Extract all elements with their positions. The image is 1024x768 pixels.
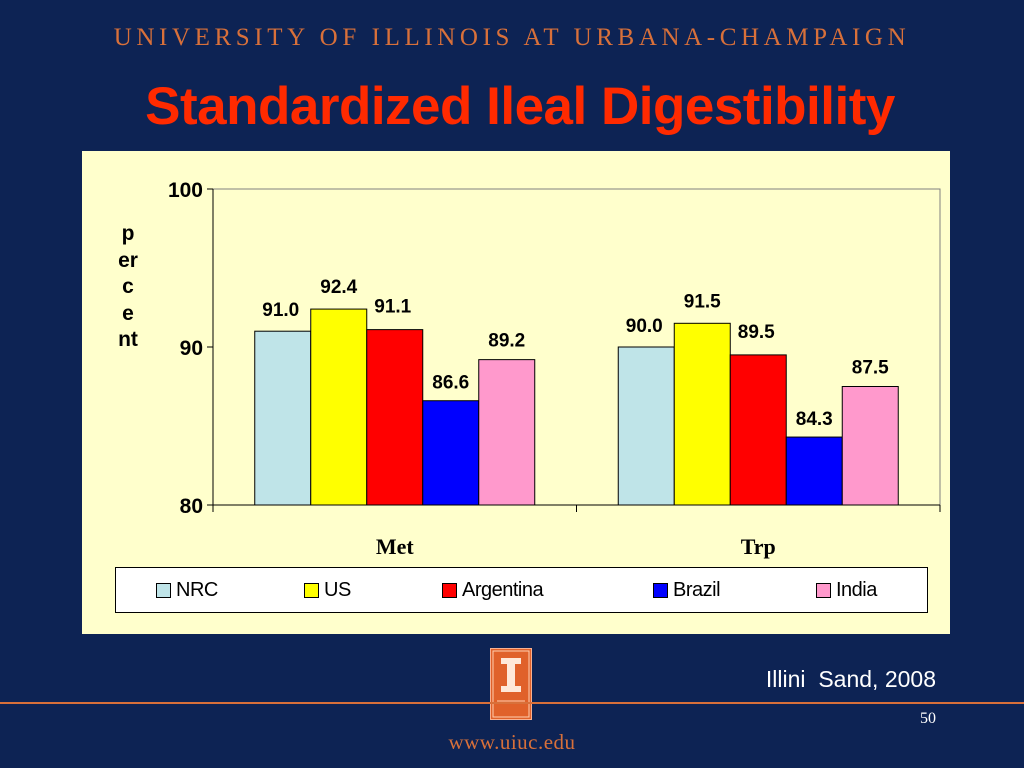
y-tick-label: 80 <box>180 495 203 518</box>
legend-swatch <box>442 582 457 598</box>
legend-label: NRC <box>176 578 218 601</box>
data-label: 91.5 <box>684 291 721 312</box>
y-axis-label: percent <box>118 222 138 351</box>
citation: Illini Sand, 2008 <box>765 666 936 692</box>
data-label: 87.5 <box>852 358 889 379</box>
bar-met-india <box>478 359 536 506</box>
data-label: 90.0 <box>626 316 663 337</box>
data-label: 86.6 <box>432 373 469 394</box>
legend-item-brazil: Brazil <box>653 578 721 601</box>
bar-met-nrc <box>254 330 312 506</box>
legend-swatch <box>816 582 831 598</box>
bar-trp-us <box>673 322 731 506</box>
bar-met-brazil <box>422 400 480 506</box>
slide-title: Standardized Ileal Digestibility <box>145 77 895 136</box>
footer-url[interactable]: www.uiuc.edu <box>448 730 576 754</box>
illinois-block-i-logo-icon <box>490 648 532 720</box>
legend-item-us: US <box>304 579 351 601</box>
bar-trp-brazil <box>785 436 843 506</box>
data-label: 84.3 <box>796 409 833 430</box>
legend-item-india: India <box>816 579 877 601</box>
chart-panel: 80 90 100 91.0 92.4 91.1 86.6 89.2 Met 90.0 91.5 89… <box>82 151 950 634</box>
bar-met-argentina <box>366 329 424 506</box>
legend-label: US <box>324 578 351 601</box>
bar-chart: 80 90 100 91.0 92.4 91.1 86.6 89.2 Met 90.0 91.5 89… <box>168 179 941 559</box>
legend-swatch <box>304 582 319 598</box>
chart-legend: NRC US Argentina Brazil India <box>115 567 928 613</box>
legend-label: Brazil <box>673 578 721 601</box>
data-label: 91.1 <box>374 297 411 318</box>
y-tick-label: 100 <box>168 179 203 202</box>
x-category-label: Trp <box>741 534 776 559</box>
y-tick-label: 90 <box>180 337 203 360</box>
data-label: 92.4 <box>320 277 357 298</box>
data-label: 89.2 <box>488 331 525 352</box>
bar-met-us <box>310 308 368 506</box>
legend-label: India <box>836 578 877 601</box>
page-number: 50 <box>920 710 936 727</box>
legend-item-nrc: NRC <box>156 579 218 601</box>
bar-trp-argentina <box>729 354 787 506</box>
legend-swatch <box>653 582 668 598</box>
legend-swatch <box>156 582 171 598</box>
data-label: 91.0 <box>262 300 299 321</box>
bar-trp-nrc <box>617 346 675 506</box>
bar-trp-india <box>841 386 899 506</box>
x-category-label: Met <box>376 534 415 559</box>
institution-header: UNIVERSITY OF ILLINOIS AT URBANA-CHAMPAI… <box>113 24 911 51</box>
legend-label: Argentina <box>462 578 544 601</box>
footer-rule <box>0 702 1024 704</box>
data-label: 89.5 <box>738 322 775 343</box>
legend-item-argentina: Argentina <box>442 578 544 601</box>
